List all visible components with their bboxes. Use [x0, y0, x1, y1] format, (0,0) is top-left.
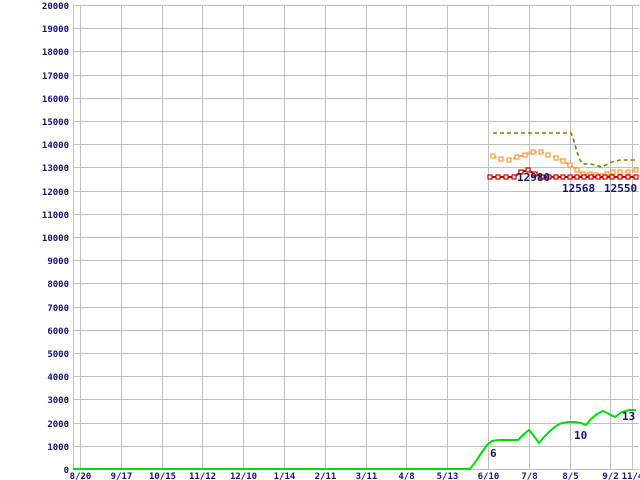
- series-marker-red-solid-lower: [546, 174, 552, 180]
- series-marker-orange-dashed-mid: [538, 149, 544, 155]
- x-axis-tick-label: 7/8: [521, 472, 537, 480]
- x-axis-tick-label: 1/14: [274, 472, 296, 480]
- series-marker-red-solid-lower: [617, 174, 623, 180]
- data-value-label: 12980: [517, 171, 550, 184]
- y-axis-tick-label: 11000: [42, 211, 69, 221]
- series-marker-orange-dashed-mid: [610, 169, 616, 175]
- data-value-label: 10: [574, 429, 587, 442]
- x-axis-tick-label: 3/11: [356, 472, 378, 480]
- series-marker-red-solid-lower: [633, 174, 639, 180]
- series-marker-orange-dashed-mid: [522, 152, 528, 158]
- series-marker-red-solid-lower: [511, 174, 517, 180]
- x-axis-tick-label: 6/10: [478, 472, 500, 480]
- series-marker-red-solid-lower: [487, 174, 493, 180]
- series-marker-red-solid-lower: [539, 174, 545, 180]
- x-axis-tick-label: 9/2: [602, 472, 618, 480]
- series-marker-red-solid-lower: [525, 167, 531, 173]
- data-value-label: 12550: [604, 182, 637, 195]
- series-marker-orange-dashed-mid: [560, 158, 566, 164]
- series-marker-red-solid-lower: [581, 174, 587, 180]
- data-value-label: 12568: [562, 182, 595, 195]
- y-axis-tick-label: 17000: [42, 72, 69, 82]
- series-marker-orange-dashed-mid: [567, 162, 573, 168]
- series-marker-orange-dashed-mid: [625, 169, 631, 175]
- y-axis-tick-label: 8000: [47, 280, 69, 290]
- y-axis-tick-label: 10000: [42, 234, 69, 244]
- series-marker-orange-dashed-mid: [498, 156, 504, 162]
- data-value-label: 13: [622, 410, 635, 423]
- data-value-label: 6: [490, 447, 497, 460]
- x-axis-tick-label: 2/11: [315, 472, 337, 480]
- series-marker-red-solid-lower: [560, 174, 566, 180]
- y-axis-tick-label: 9000: [47, 257, 69, 267]
- series-marker-orange-dashed-mid: [553, 155, 559, 161]
- series-marker-orange-dashed-mid: [617, 169, 623, 175]
- x-axis-tick-label: 10/15: [149, 472, 176, 480]
- series-marker-red-solid-lower: [553, 174, 559, 180]
- y-axis-tick-label: 12000: [42, 188, 69, 198]
- series-marker-red-solid-lower: [609, 174, 615, 180]
- series-marker-red-solid-lower: [495, 174, 501, 180]
- y-axis-tick-label: 7000: [47, 304, 69, 314]
- y-axis-tick-label: 2000: [47, 420, 69, 430]
- series-marker-red-solid-lower: [532, 171, 538, 177]
- y-axis-tick-label: 0: [64, 466, 69, 476]
- series-marker-red-solid-lower: [602, 174, 608, 180]
- x-axis-tick-label: 5/13: [437, 472, 459, 480]
- y-axis-tick-label: 4000: [47, 373, 69, 383]
- y-axis-tick-label: 5000: [47, 350, 69, 360]
- y-axis-tick-label: 6000: [47, 327, 69, 337]
- series-marker-red-solid-lower: [595, 174, 601, 180]
- y-axis-tick-label: 18000: [42, 48, 69, 58]
- y-axis-tick-label: 20000: [42, 2, 69, 12]
- y-axis-tick-label: 14000: [42, 141, 69, 151]
- series-marker-red-solid-lower: [567, 174, 573, 180]
- y-axis-tick-label: 16000: [42, 95, 69, 105]
- x-axis-tick-label: 8/5: [562, 472, 578, 480]
- series-marker-orange-dashed-mid: [633, 167, 639, 173]
- series-marker-orange-dashed-mid: [490, 153, 496, 159]
- series-line-green-solid-volume: [73, 409, 636, 470]
- series-marker-red-solid-lower: [518, 169, 524, 175]
- series-marker-orange-dashed-mid: [514, 154, 520, 160]
- series-marker-red-solid-lower: [625, 174, 631, 180]
- y-axis-tick-label: 15000: [42, 118, 69, 128]
- y-axis-tick-label: 3000: [47, 396, 69, 406]
- series-marker-orange-dashed-mid: [545, 152, 551, 158]
- x-axis-tick-label: 11/4: [622, 472, 640, 480]
- x-axis-tick-label: 8/20: [70, 472, 92, 480]
- series-marker-orange-dashed-mid: [530, 149, 536, 155]
- x-axis-tick-label: 9/17: [111, 472, 133, 480]
- series-marker-red-solid-lower: [574, 174, 580, 180]
- series-marker-orange-dashed-mid: [506, 157, 512, 163]
- y-axis-tick-label: 19000: [42, 25, 69, 35]
- x-axis-tick-label: 4/8: [398, 472, 414, 480]
- y-axis-tick-label: 13000: [42, 164, 69, 174]
- series-marker-red-solid-lower: [503, 174, 509, 180]
- series-marker-orange-dashed-mid: [574, 167, 580, 173]
- x-axis-tick-label: 11/12: [189, 472, 216, 480]
- y-axis-tick-label: 1000: [47, 443, 69, 453]
- series-marker-red-solid-lower: [588, 174, 594, 180]
- x-axis-tick-label: 12/10: [230, 472, 257, 480]
